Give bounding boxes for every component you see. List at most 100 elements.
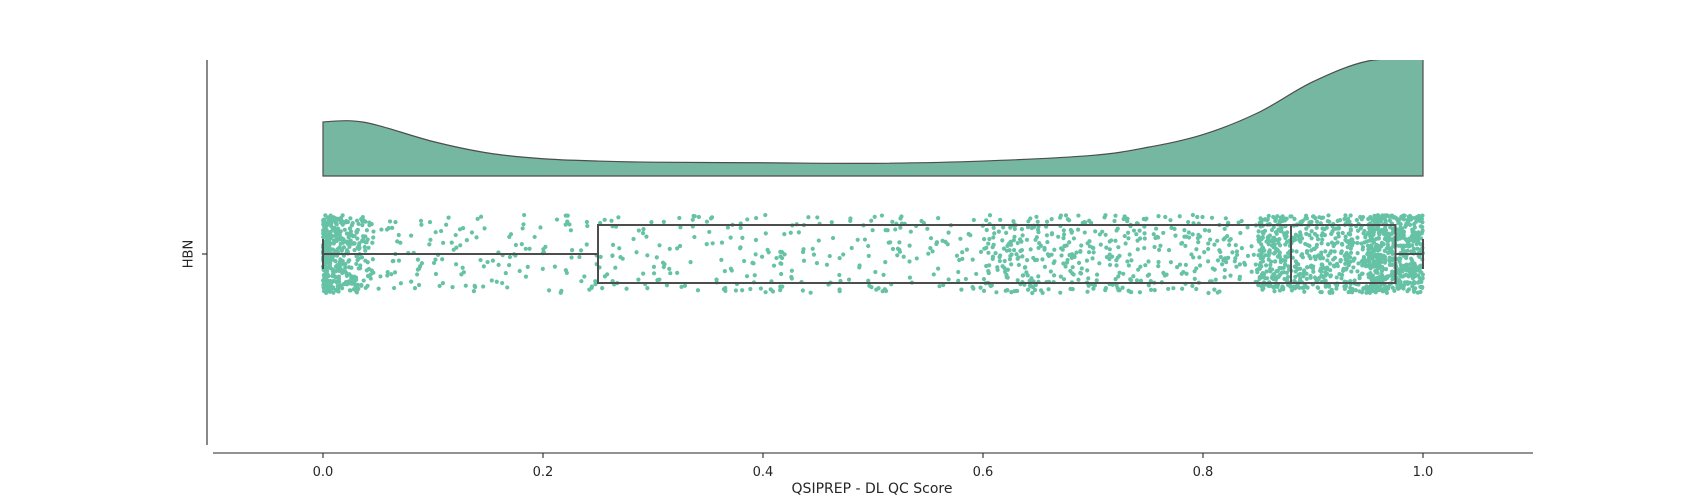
rain-point (800, 249, 806, 255)
rain-point (1398, 243, 1403, 248)
rain-point (1152, 288, 1157, 293)
rain-point (1307, 233, 1312, 238)
rain-point (395, 239, 400, 244)
rain-point (1384, 246, 1389, 251)
rain-point (328, 266, 333, 271)
rain-point (1334, 226, 1339, 231)
rain-point (365, 237, 370, 242)
rain-point (1397, 256, 1402, 261)
rain-point (1011, 238, 1016, 243)
rain-point (337, 279, 342, 284)
rain-point (1411, 265, 1416, 270)
rain-point (667, 266, 672, 272)
rain-point (1363, 260, 1368, 265)
rain-point (1357, 276, 1362, 281)
rain-point (1128, 277, 1133, 282)
rain-point (1340, 230, 1345, 236)
rain-point (409, 279, 414, 284)
rain-point (1000, 238, 1005, 243)
rain-point (1297, 271, 1303, 277)
rain-point (1412, 225, 1417, 230)
rain-point (362, 219, 367, 224)
rain-point (1222, 267, 1227, 273)
rain-point (449, 240, 454, 245)
rain-point (1186, 235, 1192, 240)
rain-point (478, 214, 484, 219)
rain-point (582, 274, 587, 279)
rain-point (1148, 287, 1154, 292)
x-tick-label: 1.0 (1413, 465, 1434, 480)
rain-point (738, 225, 743, 230)
rain-point (1249, 269, 1254, 274)
rain-point (368, 276, 373, 281)
rain-point (1419, 215, 1424, 220)
rain-point (471, 289, 476, 294)
rain-point (348, 216, 353, 221)
boxplot-layer (322, 224, 1424, 284)
rain-point (1397, 281, 1402, 287)
rain-point (1332, 249, 1337, 254)
rain-point (1048, 269, 1053, 274)
rain-point (1085, 268, 1090, 273)
rain-point (1125, 259, 1130, 264)
rain-point (338, 262, 343, 267)
rain-point (1233, 256, 1238, 261)
rain-point (1222, 275, 1227, 280)
rain-point (1249, 244, 1254, 249)
rain-point (396, 258, 402, 263)
rain-point (1004, 248, 1009, 253)
rain-point (1278, 215, 1283, 220)
rain-point (1065, 257, 1070, 263)
rain-point (1076, 260, 1082, 265)
rain-point (335, 216, 340, 221)
rain-point (1410, 215, 1415, 221)
rain-point (1283, 258, 1288, 263)
rain-point (741, 258, 747, 264)
rain-point (1328, 250, 1333, 256)
rain-point (946, 277, 951, 282)
rain-point (1385, 238, 1390, 244)
rain-point (1164, 272, 1169, 277)
rain-point (1117, 270, 1122, 275)
rain-point (344, 282, 349, 287)
rain-point (1260, 270, 1265, 276)
rain-point (485, 259, 490, 265)
rain-point (1348, 213, 1353, 218)
rain-point (1382, 283, 1387, 288)
rain-point (356, 246, 362, 252)
rain-point (1104, 255, 1110, 260)
rain-point (725, 225, 730, 230)
rain-point (1071, 272, 1076, 277)
rain-point (353, 283, 358, 288)
rain-point (645, 253, 650, 258)
rain-point (763, 231, 768, 236)
rain-point (334, 235, 339, 240)
rain-point (1030, 290, 1035, 296)
rain-point (1315, 237, 1321, 242)
rain-point (954, 253, 960, 258)
rain-point (901, 254, 906, 259)
rain-point (995, 267, 1000, 272)
rain-point (1051, 273, 1057, 278)
rain-point (602, 217, 607, 222)
rain-point (1042, 247, 1047, 252)
rain-point (1212, 267, 1217, 272)
rain-point (1277, 273, 1282, 278)
rain-point (1260, 235, 1265, 240)
rain-point (937, 284, 942, 289)
rain-point (1372, 213, 1377, 218)
rain-point (1001, 225, 1006, 230)
rain-point (1392, 288, 1397, 293)
rain-point (1275, 254, 1281, 259)
rain-point (496, 262, 501, 267)
rain-point (1154, 226, 1159, 231)
rain-point (1156, 264, 1161, 269)
rain-point (379, 227, 384, 232)
rain-point (1058, 290, 1063, 295)
rain-point (678, 225, 683, 230)
rain-point (1376, 220, 1381, 225)
rain-point (1419, 278, 1424, 283)
rain-point (463, 283, 468, 288)
rain-point (357, 266, 363, 271)
rain-point (636, 228, 641, 233)
